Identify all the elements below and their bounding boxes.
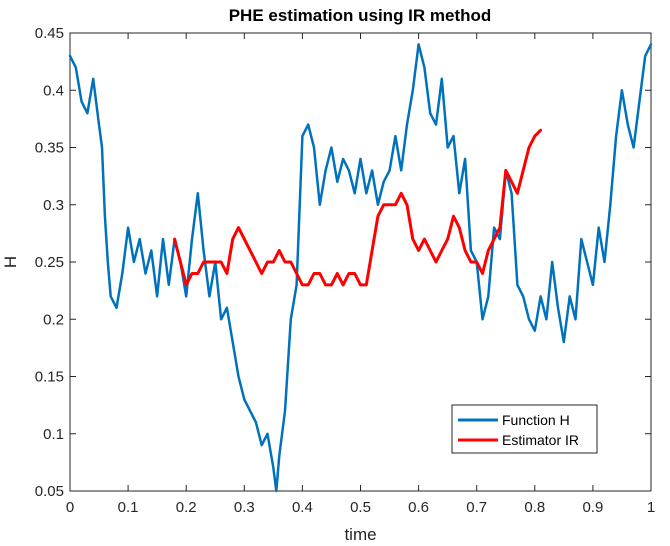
y-axis-title: H	[1, 256, 20, 268]
x-tick-label: 0.2	[176, 499, 197, 516]
legend: Function H Estimator IR	[451, 404, 598, 454]
x-tick-label: 0.1	[118, 499, 139, 516]
x-tick-label: 0.7	[466, 499, 487, 516]
y-tick-label: 0.15	[35, 369, 64, 386]
y-tick-label: 0.35	[35, 140, 64, 157]
y-tick-label: 0.1	[43, 426, 64, 443]
x-axis: 0 0.1 0.2 0.3 0.4 0.5 0.6 0.7 0.8 0.9 1	[66, 33, 655, 516]
y-tick-label: 0.45	[35, 25, 64, 42]
legend-label: Function H	[502, 412, 570, 428]
x-tick-label: 1	[647, 499, 655, 516]
x-tick-label: 0	[66, 499, 74, 516]
x-tick-label: 0.4	[292, 499, 313, 516]
series-line-function-h	[68, 43, 653, 493]
x-axis-title: time	[344, 525, 376, 544]
x-tick-label: 0.8	[524, 499, 545, 516]
legend-label: Estimator IR	[502, 432, 579, 448]
y-tick-label: 0.25	[35, 254, 64, 271]
y-tick-label: 0.2	[43, 311, 64, 328]
chart-title: PHE estimation using IR method	[229, 6, 492, 25]
x-tick-label: 0.6	[408, 499, 429, 516]
series-layer	[68, 43, 653, 493]
y-tick-label: 0.3	[43, 197, 64, 214]
plot-area: 0 0.1 0.2 0.3 0.4 0.5 0.6 0.7 0.8 0.9 1 0.05 0.1 0.1…	[35, 25, 655, 516]
x-tick-label: 0.5	[350, 499, 371, 516]
x-tick-label: 0.9	[582, 499, 603, 516]
x-tick-label: 0.3	[234, 499, 255, 516]
y-tick-label: 0.4	[43, 82, 64, 99]
y-tick-label: 0.05	[35, 483, 64, 500]
y-axis: 0.05 0.1 0.15 0.2 0.25 0.3 0.35 0.4 0.45	[35, 25, 651, 500]
legend-box	[451, 404, 598, 454]
series-line-estimator-ir	[173, 128, 543, 287]
